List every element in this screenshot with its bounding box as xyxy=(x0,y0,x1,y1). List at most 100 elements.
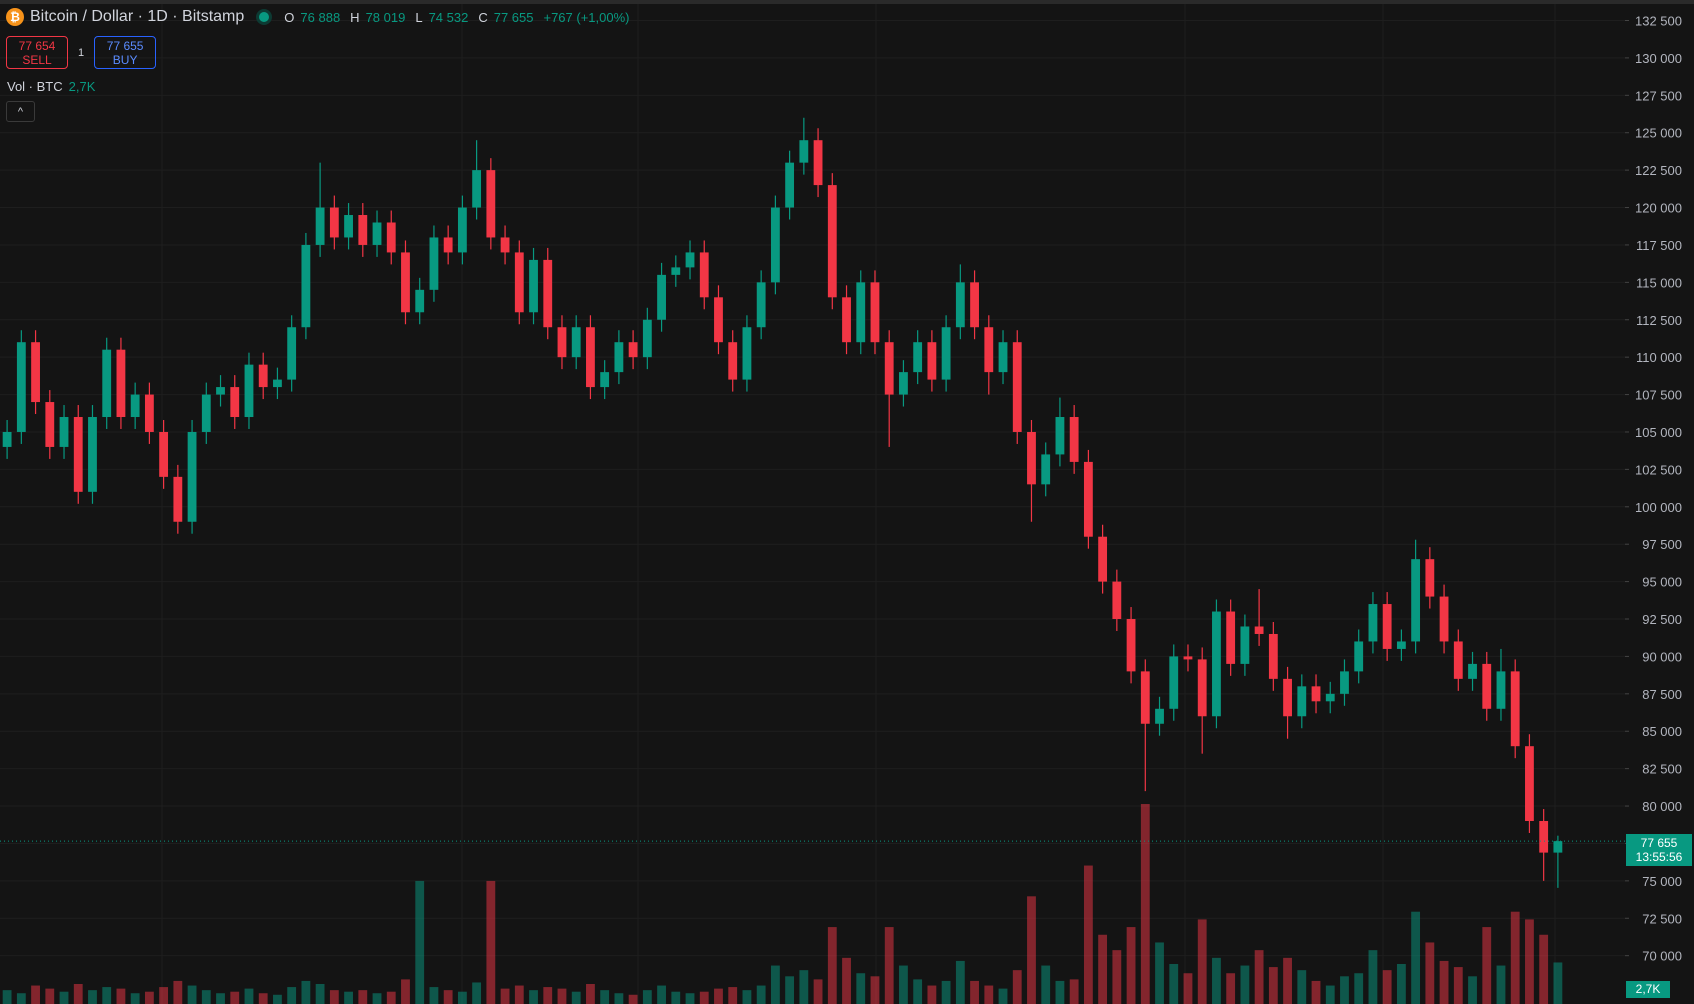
volume-bar xyxy=(998,988,1008,1004)
y-tick-label: 122 500 xyxy=(1635,163,1682,178)
candle-body xyxy=(1183,656,1193,660)
volume-bar xyxy=(813,979,823,1004)
candle-body xyxy=(45,402,55,447)
candle-body xyxy=(500,237,510,253)
candle-body xyxy=(642,319,652,358)
volume-bar xyxy=(1539,934,1549,1004)
volume-bar xyxy=(201,990,211,1004)
candle-body xyxy=(159,431,169,477)
y-tick-label: 132 500 xyxy=(1635,13,1682,28)
volume-bar xyxy=(1268,967,1278,1004)
y-tick-label: 92 500 xyxy=(1642,612,1682,627)
candle-body xyxy=(600,372,610,388)
volume-bar xyxy=(1055,980,1065,1004)
candle-body xyxy=(429,237,439,290)
volume-bar xyxy=(102,987,112,1004)
candle-body xyxy=(571,327,581,358)
volume-bar xyxy=(1254,950,1264,1004)
y-tick-label: 90 000 xyxy=(1642,649,1682,664)
candle-body xyxy=(955,282,965,328)
candle-body xyxy=(799,140,809,163)
candle-body xyxy=(401,252,410,313)
volume-bar xyxy=(45,988,55,1004)
candle-body xyxy=(586,327,595,388)
candle-body xyxy=(230,387,240,418)
candle-body xyxy=(1439,596,1449,642)
volume-bar xyxy=(1140,804,1150,1004)
volume-bar xyxy=(401,979,410,1004)
candle-body xyxy=(770,207,780,283)
candle-body xyxy=(88,417,97,492)
candle-body xyxy=(1539,821,1549,853)
volume-bar xyxy=(1083,865,1093,1004)
candle-body xyxy=(1311,686,1321,702)
y-tick-label: 70 000 xyxy=(1642,949,1682,964)
ohlc-key: O xyxy=(284,9,295,25)
volume-bar xyxy=(429,987,439,1004)
volume-bar xyxy=(1041,965,1051,1004)
volume-legend: Vol · BTC 2,7K xyxy=(7,79,95,94)
candle-body xyxy=(130,394,140,418)
candle-body xyxy=(1169,656,1179,709)
candle-body xyxy=(1340,671,1349,694)
candle-body xyxy=(1453,641,1463,679)
volume-bar xyxy=(514,985,524,1004)
volume-bar xyxy=(173,980,183,1004)
candle-body xyxy=(614,342,624,373)
volume-bar xyxy=(571,991,581,1004)
candle-body xyxy=(386,222,396,253)
volume-bar xyxy=(344,991,353,1004)
candle-body xyxy=(201,394,211,432)
volume-bar xyxy=(557,988,567,1004)
y-tick-label: 75 000 xyxy=(1642,874,1682,889)
buy-button[interactable]: 77 655 BUY xyxy=(94,36,157,69)
candle-body xyxy=(1027,431,1036,485)
candle-body xyxy=(443,237,453,253)
volume-bar xyxy=(1126,927,1136,1004)
candle-body xyxy=(1368,604,1378,642)
candle-body xyxy=(258,364,268,388)
top-bar xyxy=(0,0,1694,4)
volume-bar xyxy=(543,987,553,1004)
volume-bar xyxy=(59,991,69,1004)
symbol-title[interactable]: Bitcoin / Dollar · 1D · Bitstamp xyxy=(30,8,245,25)
price-tag: 77 655 13:55:56 xyxy=(1626,834,1692,866)
candle-body xyxy=(1325,693,1335,702)
volume-bar xyxy=(287,987,297,1004)
volume-bar xyxy=(216,993,225,1004)
candle-body xyxy=(1354,641,1364,672)
candle-body xyxy=(1155,708,1164,724)
candle-body xyxy=(1112,581,1122,620)
candle-body xyxy=(372,222,382,245)
candle-body xyxy=(827,185,837,298)
price-tag-price: 77 655 xyxy=(1640,836,1678,850)
volume-bar xyxy=(1155,942,1164,1004)
trade-buttons: 77 654 SELL 1 77 655 BUY xyxy=(6,36,157,69)
y-tick-label: 130 000 xyxy=(1635,51,1682,66)
candle-body xyxy=(1098,536,1108,582)
candle-body xyxy=(287,327,297,380)
change: +767 (+1,00%) xyxy=(543,9,630,25)
volume-bar xyxy=(1197,919,1207,1004)
candle-body xyxy=(1140,671,1150,724)
volume-bar xyxy=(657,985,666,1004)
candle-body xyxy=(116,349,126,418)
volume-bar xyxy=(1482,927,1492,1004)
candle-body xyxy=(273,379,282,388)
collapse-button[interactable]: ^ xyxy=(6,101,35,122)
volume-bar xyxy=(1468,976,1477,1004)
y-tick-label: 120 000 xyxy=(1635,201,1682,216)
candle-body xyxy=(1055,417,1065,455)
volume-bar xyxy=(1396,964,1406,1004)
volume-bar xyxy=(1069,979,1079,1004)
candle-body xyxy=(1283,678,1292,717)
volume-bar xyxy=(1439,960,1449,1004)
candle-body xyxy=(1553,841,1563,853)
volume-bar xyxy=(970,980,979,1004)
candle-body xyxy=(1041,454,1051,485)
sell-button[interactable]: 77 654 SELL xyxy=(6,36,68,69)
y-tick-label: 82 500 xyxy=(1642,762,1682,777)
candle-body xyxy=(927,342,937,380)
